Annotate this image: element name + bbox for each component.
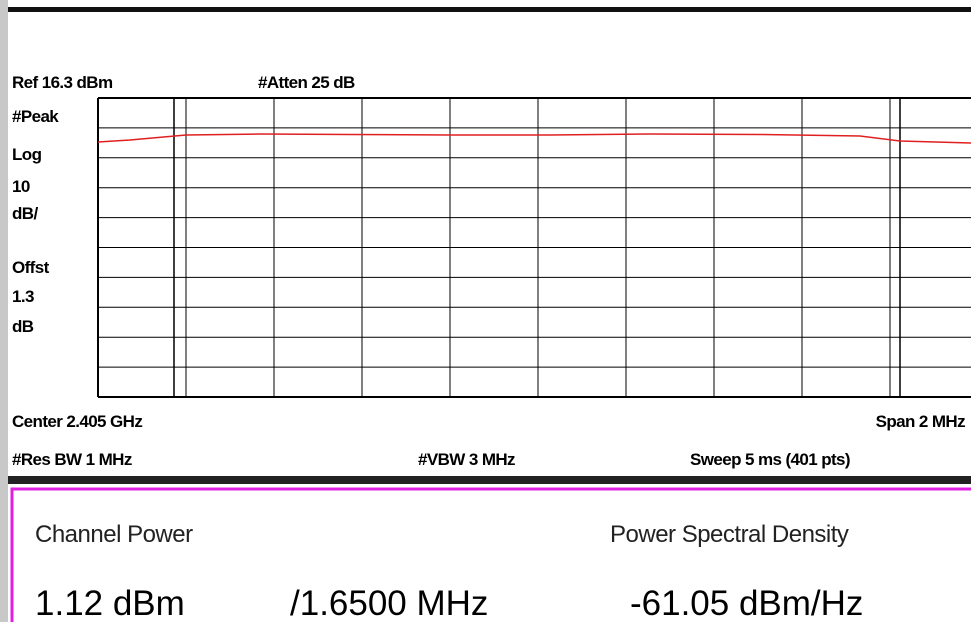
attenuation: #Atten 25 dB — [258, 73, 355, 92]
psd: -61.05 dBm/Hz — [630, 584, 864, 623]
left-border — [0, 0, 8, 622]
vbw: #VBW 3 MHz — [418, 450, 516, 469]
scale-label: 1.3 — [12, 287, 34, 306]
scale-label: Log — [12, 145, 42, 164]
channel-power-label: Channel Power — [35, 521, 193, 548]
span: Span 2 MHz — [875, 412, 966, 431]
res-bw: #Res BW 1 MHz — [12, 450, 132, 469]
sweep: Sweep 5 ms (401 pts) — [690, 450, 851, 469]
center-freq: Center 2.405 GHz — [12, 412, 143, 431]
trace — [97, 133, 971, 144]
scale-label: Offst — [12, 258, 49, 277]
scale-label: 10 — [12, 177, 30, 196]
top-bar — [8, 7, 971, 12]
scale-label: #Peak — [12, 107, 59, 126]
bandwidth: /1.6500 MHz — [290, 584, 489, 623]
results-panel — [10, 487, 971, 622]
graticule — [97, 97, 971, 398]
scale-label: dB — [12, 317, 34, 336]
divider-bar — [8, 476, 971, 484]
ref-level: Ref 16.3 dBm — [12, 73, 113, 92]
scale-label: dB/ — [12, 204, 38, 223]
psd-label: Power Spectral Density — [610, 521, 849, 548]
channel-power: 1.12 dBm — [35, 584, 185, 623]
